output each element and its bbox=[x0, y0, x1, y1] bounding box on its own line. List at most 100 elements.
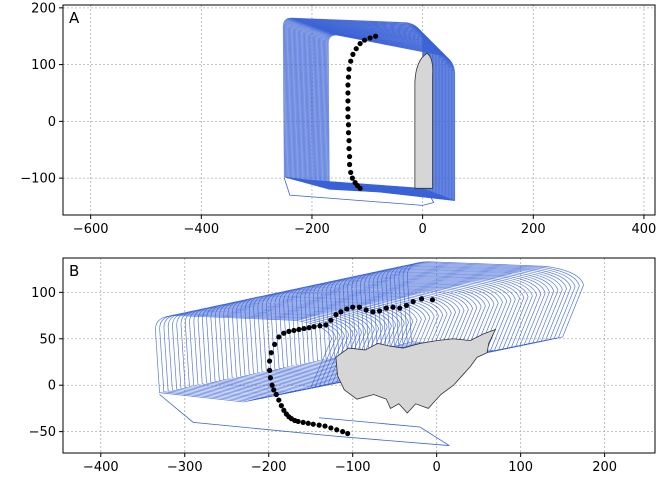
flowline-outline bbox=[304, 25, 439, 195]
flowline-outline bbox=[321, 32, 451, 200]
trajectory-point bbox=[271, 387, 277, 393]
x-tick-label: −100 bbox=[335, 460, 371, 475]
flowline-outline bbox=[347, 274, 525, 364]
flowline-outline bbox=[231, 298, 409, 387]
trajectory-point bbox=[295, 418, 301, 425]
trajectory-point bbox=[328, 317, 334, 323]
flowline-outline bbox=[287, 286, 465, 376]
flowline-outline bbox=[253, 294, 431, 383]
flowline-outline bbox=[359, 271, 538, 361]
x-tick-label: −300 bbox=[167, 460, 203, 475]
trajectory-point bbox=[370, 309, 376, 315]
x-tick-label: −200 bbox=[294, 222, 330, 237]
trajectory-point bbox=[345, 430, 351, 437]
trajectory-point bbox=[333, 312, 339, 318]
flowline-outline bbox=[317, 30, 448, 199]
x-tick-label: −400 bbox=[83, 460, 119, 475]
x-tick-label: 200 bbox=[592, 460, 617, 475]
x-tick-label: −600 bbox=[73, 222, 109, 237]
trajectory-point bbox=[346, 153, 353, 160]
flowline-outline bbox=[338, 275, 516, 366]
trajectory-point bbox=[286, 328, 292, 334]
flowline-outline bbox=[364, 270, 542, 360]
flowline-outline bbox=[270, 290, 448, 379]
flowline-outline bbox=[314, 29, 446, 198]
trajectory-point bbox=[376, 308, 383, 314]
flowline-outline bbox=[321, 279, 499, 369]
trajectory-point bbox=[348, 58, 354, 64]
plot-area bbox=[282, 17, 456, 206]
flowline-outline bbox=[313, 29, 445, 198]
trajectory-point bbox=[346, 161, 353, 168]
trajectory-point bbox=[410, 299, 416, 305]
trajectory-point bbox=[323, 322, 329, 328]
y-tick-label: −50 bbox=[29, 425, 56, 440]
trajectory-point bbox=[268, 350, 274, 356]
flowline-outline bbox=[278, 288, 456, 378]
flowline-outline bbox=[307, 27, 441, 196]
flowline-outline bbox=[316, 30, 447, 198]
flowline-outline bbox=[291, 286, 469, 375]
y-axis: −100 0 100 200 bbox=[20, 1, 63, 187]
trajectory-point bbox=[345, 122, 352, 128]
trajectory-point bbox=[429, 297, 436, 303]
trajectory-point bbox=[346, 66, 352, 72]
trajectory-point bbox=[367, 35, 373, 41]
trajectory-point bbox=[305, 420, 311, 426]
trajectory-point bbox=[301, 325, 307, 332]
flowline-outline bbox=[261, 292, 439, 381]
trajectory-point bbox=[372, 33, 379, 39]
flowline-outline bbox=[311, 28, 444, 197]
trajectory-point bbox=[345, 114, 351, 120]
flowline-outline bbox=[316, 30, 448, 199]
flowline-outline bbox=[317, 280, 495, 370]
trajectory-point bbox=[361, 37, 368, 43]
trajectory-point bbox=[317, 323, 323, 329]
flowline-outline bbox=[342, 275, 520, 365]
flowline-outline bbox=[320, 31, 450, 199]
flowline-outline bbox=[266, 291, 444, 380]
y-tick-label: 0 bbox=[48, 379, 56, 394]
trajectory-point bbox=[266, 367, 273, 373]
trajectory-point bbox=[306, 325, 312, 331]
trajectory-point bbox=[350, 51, 356, 57]
y-tick-label: 0 bbox=[48, 115, 56, 130]
flowline-outline bbox=[274, 289, 452, 379]
flowline-outline bbox=[330, 277, 508, 367]
outline-bottom bbox=[159, 394, 450, 446]
flowline-outline bbox=[381, 266, 559, 357]
flowline-outline bbox=[325, 278, 503, 368]
flowline-outlines bbox=[282, 17, 456, 206]
flowline-outline bbox=[321, 32, 451, 200]
flowline-outline bbox=[389, 265, 567, 355]
flowline-outline bbox=[406, 261, 584, 352]
trajectory-point bbox=[340, 429, 346, 435]
trajectory-point bbox=[273, 391, 279, 398]
flowline-outlines bbox=[155, 261, 584, 446]
flowline-outline bbox=[312, 281, 491, 371]
axes-frame bbox=[62, 4, 656, 216]
flowline-outline bbox=[323, 32, 453, 200]
trajectory-point bbox=[403, 302, 410, 308]
flowline-outline bbox=[394, 264, 572, 354]
x-tick-label: −200 bbox=[251, 460, 287, 475]
y-tick-label: 100 bbox=[31, 286, 56, 301]
flowline-outline bbox=[163, 313, 341, 401]
flowline-outline bbox=[322, 32, 452, 200]
trajectory-point bbox=[353, 46, 359, 52]
panel-a: −600 −400 −200 0 200 400 −100 0 100 200 A bbox=[20, 1, 656, 237]
panel-b: −400 −300 −200 −100 0 100 200 −50 0 50 100 B bbox=[29, 257, 656, 475]
flowline-outline bbox=[351, 273, 529, 363]
trajectory-point bbox=[266, 358, 273, 364]
trajectory-point bbox=[349, 175, 355, 181]
x-tick-label: 0 bbox=[433, 460, 441, 475]
island-shape bbox=[335, 328, 497, 414]
trajectory-point bbox=[276, 397, 282, 403]
y-tick-label: 200 bbox=[31, 1, 56, 16]
trajectory-point bbox=[334, 427, 340, 433]
flowline-outline bbox=[334, 276, 512, 366]
flowline-outline bbox=[248, 295, 427, 384]
panel-label: B bbox=[69, 262, 79, 280]
trajectory-point bbox=[345, 74, 352, 80]
